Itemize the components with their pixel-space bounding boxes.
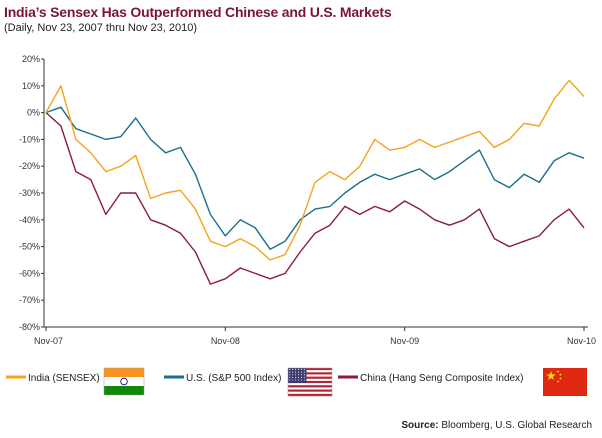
- y-tick-label: -10%: [19, 134, 40, 144]
- series-line-1: [45, 106, 585, 251]
- x-tick-label: Nov-09: [390, 336, 419, 346]
- legend-label: U.S. (S&P 500 Index): [186, 373, 281, 384]
- legend-label: China (Hang Seng Composite Index): [360, 373, 523, 384]
- source-text: Bloomberg, U.S. Global Research: [441, 420, 592, 431]
- y-tick-label: 20%: [22, 54, 40, 64]
- series-line-0: [45, 79, 585, 261]
- x-tick-label: Nov-07: [34, 336, 63, 346]
- y-tick-label: -60%: [19, 268, 40, 278]
- legend: India (SENSEX) U.S. (S&P 500 Index) China …: [6, 367, 587, 397]
- x-tick-label: Nov-10: [567, 336, 596, 346]
- china-flag-icon: [543, 368, 587, 396]
- y-tick-label: -80%: [19, 322, 40, 332]
- x-axis: Nov-07 Nov-08 Nov-09 Nov-10: [34, 326, 596, 346]
- y-tick-label: -30%: [19, 188, 40, 198]
- x-tick-label: Nov-08: [211, 336, 240, 346]
- series-line-2: [45, 112, 585, 285]
- line-chart: 20% 10% 0% -10% -20% -30% -40% -50% -60% -70% -80%…: [6, 54, 596, 397]
- y-tick-label: -50%: [19, 242, 40, 252]
- source-label: Source:: [401, 420, 439, 431]
- y-tick-label: -20%: [19, 161, 40, 171]
- y-tick-label: 10%: [22, 81, 40, 91]
- chart-title: India’s Sensex Has Outperformed Chinese …: [4, 4, 392, 20]
- source-note: Source: Bloomberg, U.S. Global Research: [401, 420, 592, 431]
- y-tick-label: -70%: [19, 295, 40, 305]
- y-tick-label: -40%: [19, 215, 40, 225]
- y-axis: 20% 10% 0% -10% -20% -30% -40% -50% -60% -70% -80%: [19, 54, 45, 332]
- legend-label: India (SENSEX): [28, 373, 100, 384]
- india-flag-icon: [103, 367, 145, 396]
- y-tick-label: 0%: [27, 108, 40, 118]
- series-lines: [45, 79, 585, 285]
- usa-flag-icon: [287, 367, 333, 397]
- chart-subtitle: (Daily, Nov 23, 2007 thru Nov 23, 2010): [4, 22, 198, 34]
